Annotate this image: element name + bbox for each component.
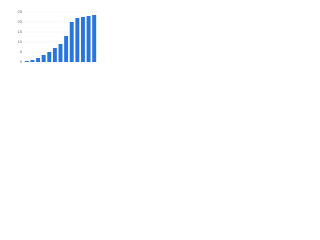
bar <box>24 61 29 62</box>
bar <box>41 55 46 62</box>
bar <box>64 36 69 62</box>
bar <box>52 48 57 62</box>
chart: 0 5 10 15 20 25 <box>18 9 97 64</box>
bar <box>92 15 97 62</box>
y-tick-label: 25 <box>18 9 23 14</box>
bar <box>47 52 52 62</box>
y-tick-label: 10 <box>18 39 23 44</box>
bar <box>69 22 74 62</box>
bar <box>75 18 80 62</box>
y-tick-label: 0 <box>20 59 23 64</box>
y-tick-label: 5 <box>20 49 23 54</box>
bar <box>36 58 41 62</box>
bar <box>86 16 91 62</box>
bar <box>80 17 85 62</box>
bar <box>30 60 35 62</box>
y-tick-label: 15 <box>18 29 23 34</box>
y-tick-label: 20 <box>18 19 23 24</box>
bar <box>58 44 63 62</box>
